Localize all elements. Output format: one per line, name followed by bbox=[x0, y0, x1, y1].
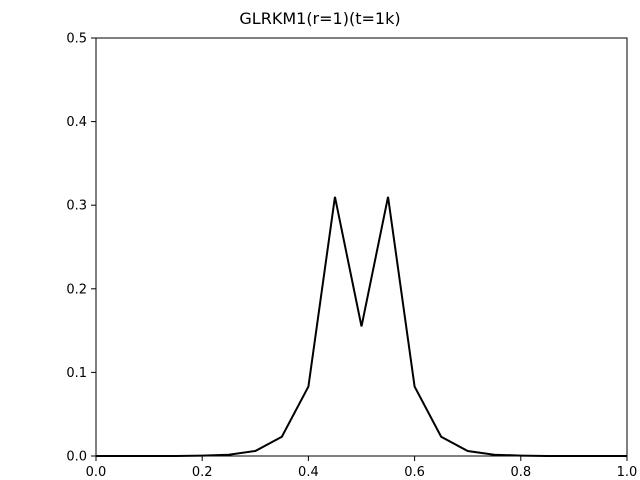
series-line-0 bbox=[96, 196, 627, 457]
x-tick-label: 1.0 bbox=[617, 465, 638, 480]
y-axis: 0.0 0.1 0.2 0.3 0.4 0.5 bbox=[66, 32, 96, 465]
chart-title: GLRKM1(r=1)(t=1k) bbox=[239, 9, 400, 28]
y-tick-label: 0.5 bbox=[66, 32, 87, 47]
axes-frame bbox=[95, 37, 628, 457]
x-tick-label: 0.8 bbox=[510, 465, 531, 480]
plot-area bbox=[96, 196, 627, 457]
x-axis: 0.0 0.2 0.4 0.6 0.8 1.0 bbox=[86, 456, 638, 480]
x-tick-label: 0.4 bbox=[298, 465, 319, 480]
x-tick-label: 0.6 bbox=[404, 465, 425, 480]
y-tick-label: 0.4 bbox=[66, 115, 87, 130]
y-tick-label: 0.1 bbox=[66, 366, 87, 381]
x-tick-label: 0.0 bbox=[86, 465, 107, 480]
x-tick-label: 0.2 bbox=[192, 465, 213, 480]
y-tick-label: 0.3 bbox=[66, 199, 87, 214]
y-tick-label: 0.0 bbox=[66, 450, 87, 465]
y-tick-label: 0.2 bbox=[66, 282, 87, 297]
